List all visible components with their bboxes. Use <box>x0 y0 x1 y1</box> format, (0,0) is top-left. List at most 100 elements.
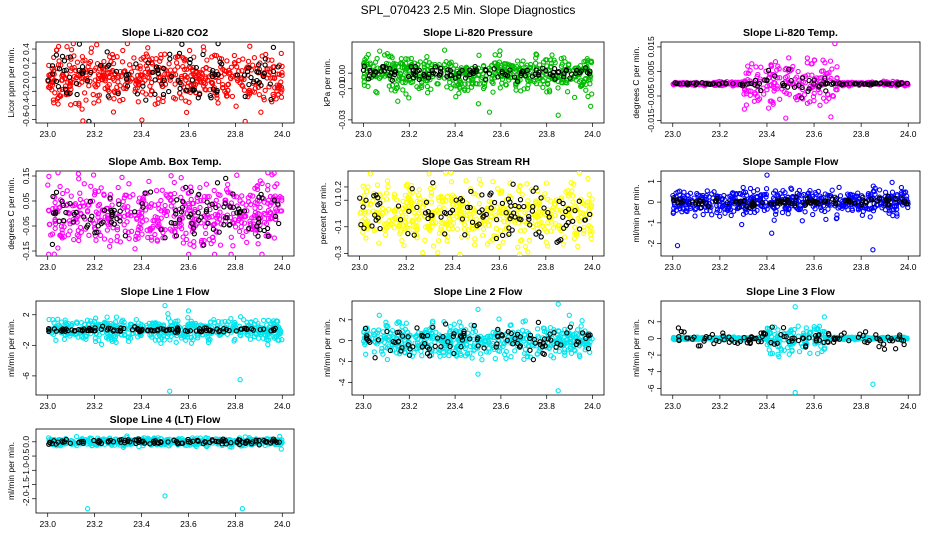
data-point <box>46 251 52 256</box>
data-point <box>770 195 777 202</box>
y-axis-label: degrees C per min. <box>6 177 16 249</box>
data-point <box>210 67 216 74</box>
data-point <box>527 61 534 68</box>
data-point <box>387 72 393 79</box>
data-point <box>437 347 443 353</box>
data-point <box>55 245 61 251</box>
data-point <box>897 199 903 205</box>
data-point <box>417 195 423 201</box>
data-point <box>204 57 210 63</box>
data-point <box>823 80 829 86</box>
data-point <box>360 183 366 189</box>
data-point <box>94 229 100 236</box>
data-point <box>235 78 241 84</box>
data-point <box>384 196 390 202</box>
data-point <box>251 333 258 340</box>
data-point <box>187 60 193 66</box>
data-point <box>198 197 204 204</box>
data-point <box>375 327 382 333</box>
data-point <box>184 66 190 72</box>
x-tick-label: 23.8 <box>538 262 555 272</box>
data-point <box>207 327 214 333</box>
data-point <box>406 95 412 101</box>
data-point <box>73 74 80 81</box>
data-point <box>686 80 692 87</box>
data-point <box>265 233 271 239</box>
data-point <box>270 74 276 81</box>
data-point <box>717 213 723 219</box>
data-point <box>161 337 167 343</box>
data-point <box>522 318 528 324</box>
data-point <box>272 213 279 220</box>
data-point <box>217 192 223 198</box>
data-point <box>395 319 401 325</box>
data-point <box>765 67 772 74</box>
data-point <box>135 99 141 105</box>
data-point <box>239 193 245 199</box>
data-point <box>480 226 487 232</box>
data-point <box>92 77 98 83</box>
data-point <box>158 197 164 204</box>
data-point <box>190 225 197 231</box>
data-point <box>855 205 862 212</box>
data-point <box>384 356 391 363</box>
data-point <box>804 60 810 66</box>
data-point <box>53 52 60 58</box>
data-point <box>441 342 447 349</box>
data-point <box>817 89 823 96</box>
data-point <box>822 75 828 81</box>
data-point <box>868 196 874 202</box>
data-point <box>786 66 792 72</box>
data-point <box>110 54 117 61</box>
y-tick-label: 1 <box>646 179 656 184</box>
data-point <box>163 327 170 333</box>
y-tick-label: -0.1 <box>333 219 343 234</box>
data-point <box>362 216 368 222</box>
data-point <box>105 222 111 228</box>
data-point <box>763 186 770 192</box>
data-point <box>576 198 582 204</box>
data-point <box>397 217 404 223</box>
data-point <box>273 318 280 324</box>
data-point <box>60 217 67 224</box>
data-point <box>173 60 180 66</box>
data-point <box>561 234 568 240</box>
data-point <box>830 93 836 99</box>
data-point <box>139 210 145 216</box>
data-point <box>203 65 209 71</box>
data-point <box>587 211 593 218</box>
x-tick-label: 23.2 <box>712 129 729 139</box>
points-layer <box>357 171 595 256</box>
data-point <box>111 337 118 343</box>
data-point <box>98 326 104 332</box>
data-point <box>236 206 242 212</box>
data-point <box>486 109 493 115</box>
data-point <box>832 200 838 206</box>
data-point <box>173 339 179 345</box>
data-point <box>415 342 421 349</box>
data-point <box>59 77 66 83</box>
data-point <box>216 78 222 85</box>
data-point <box>223 68 229 75</box>
data-point <box>494 204 500 210</box>
data-point <box>246 91 253 97</box>
data-point <box>770 190 777 196</box>
data-point <box>507 180 513 186</box>
data-point <box>458 65 464 71</box>
data-point <box>457 196 464 202</box>
data-point <box>58 327 64 333</box>
data-point <box>167 388 173 394</box>
data-point <box>459 67 465 74</box>
data-point <box>183 184 189 191</box>
data-point <box>517 183 523 190</box>
data-point <box>459 234 465 240</box>
data-point <box>551 57 557 63</box>
data-point <box>519 237 525 243</box>
data-point <box>457 204 463 210</box>
data-point <box>259 195 265 201</box>
data-point <box>453 197 459 203</box>
data-point <box>415 330 422 336</box>
data-point <box>105 336 111 342</box>
data-point <box>535 333 541 339</box>
data-point <box>143 217 149 223</box>
